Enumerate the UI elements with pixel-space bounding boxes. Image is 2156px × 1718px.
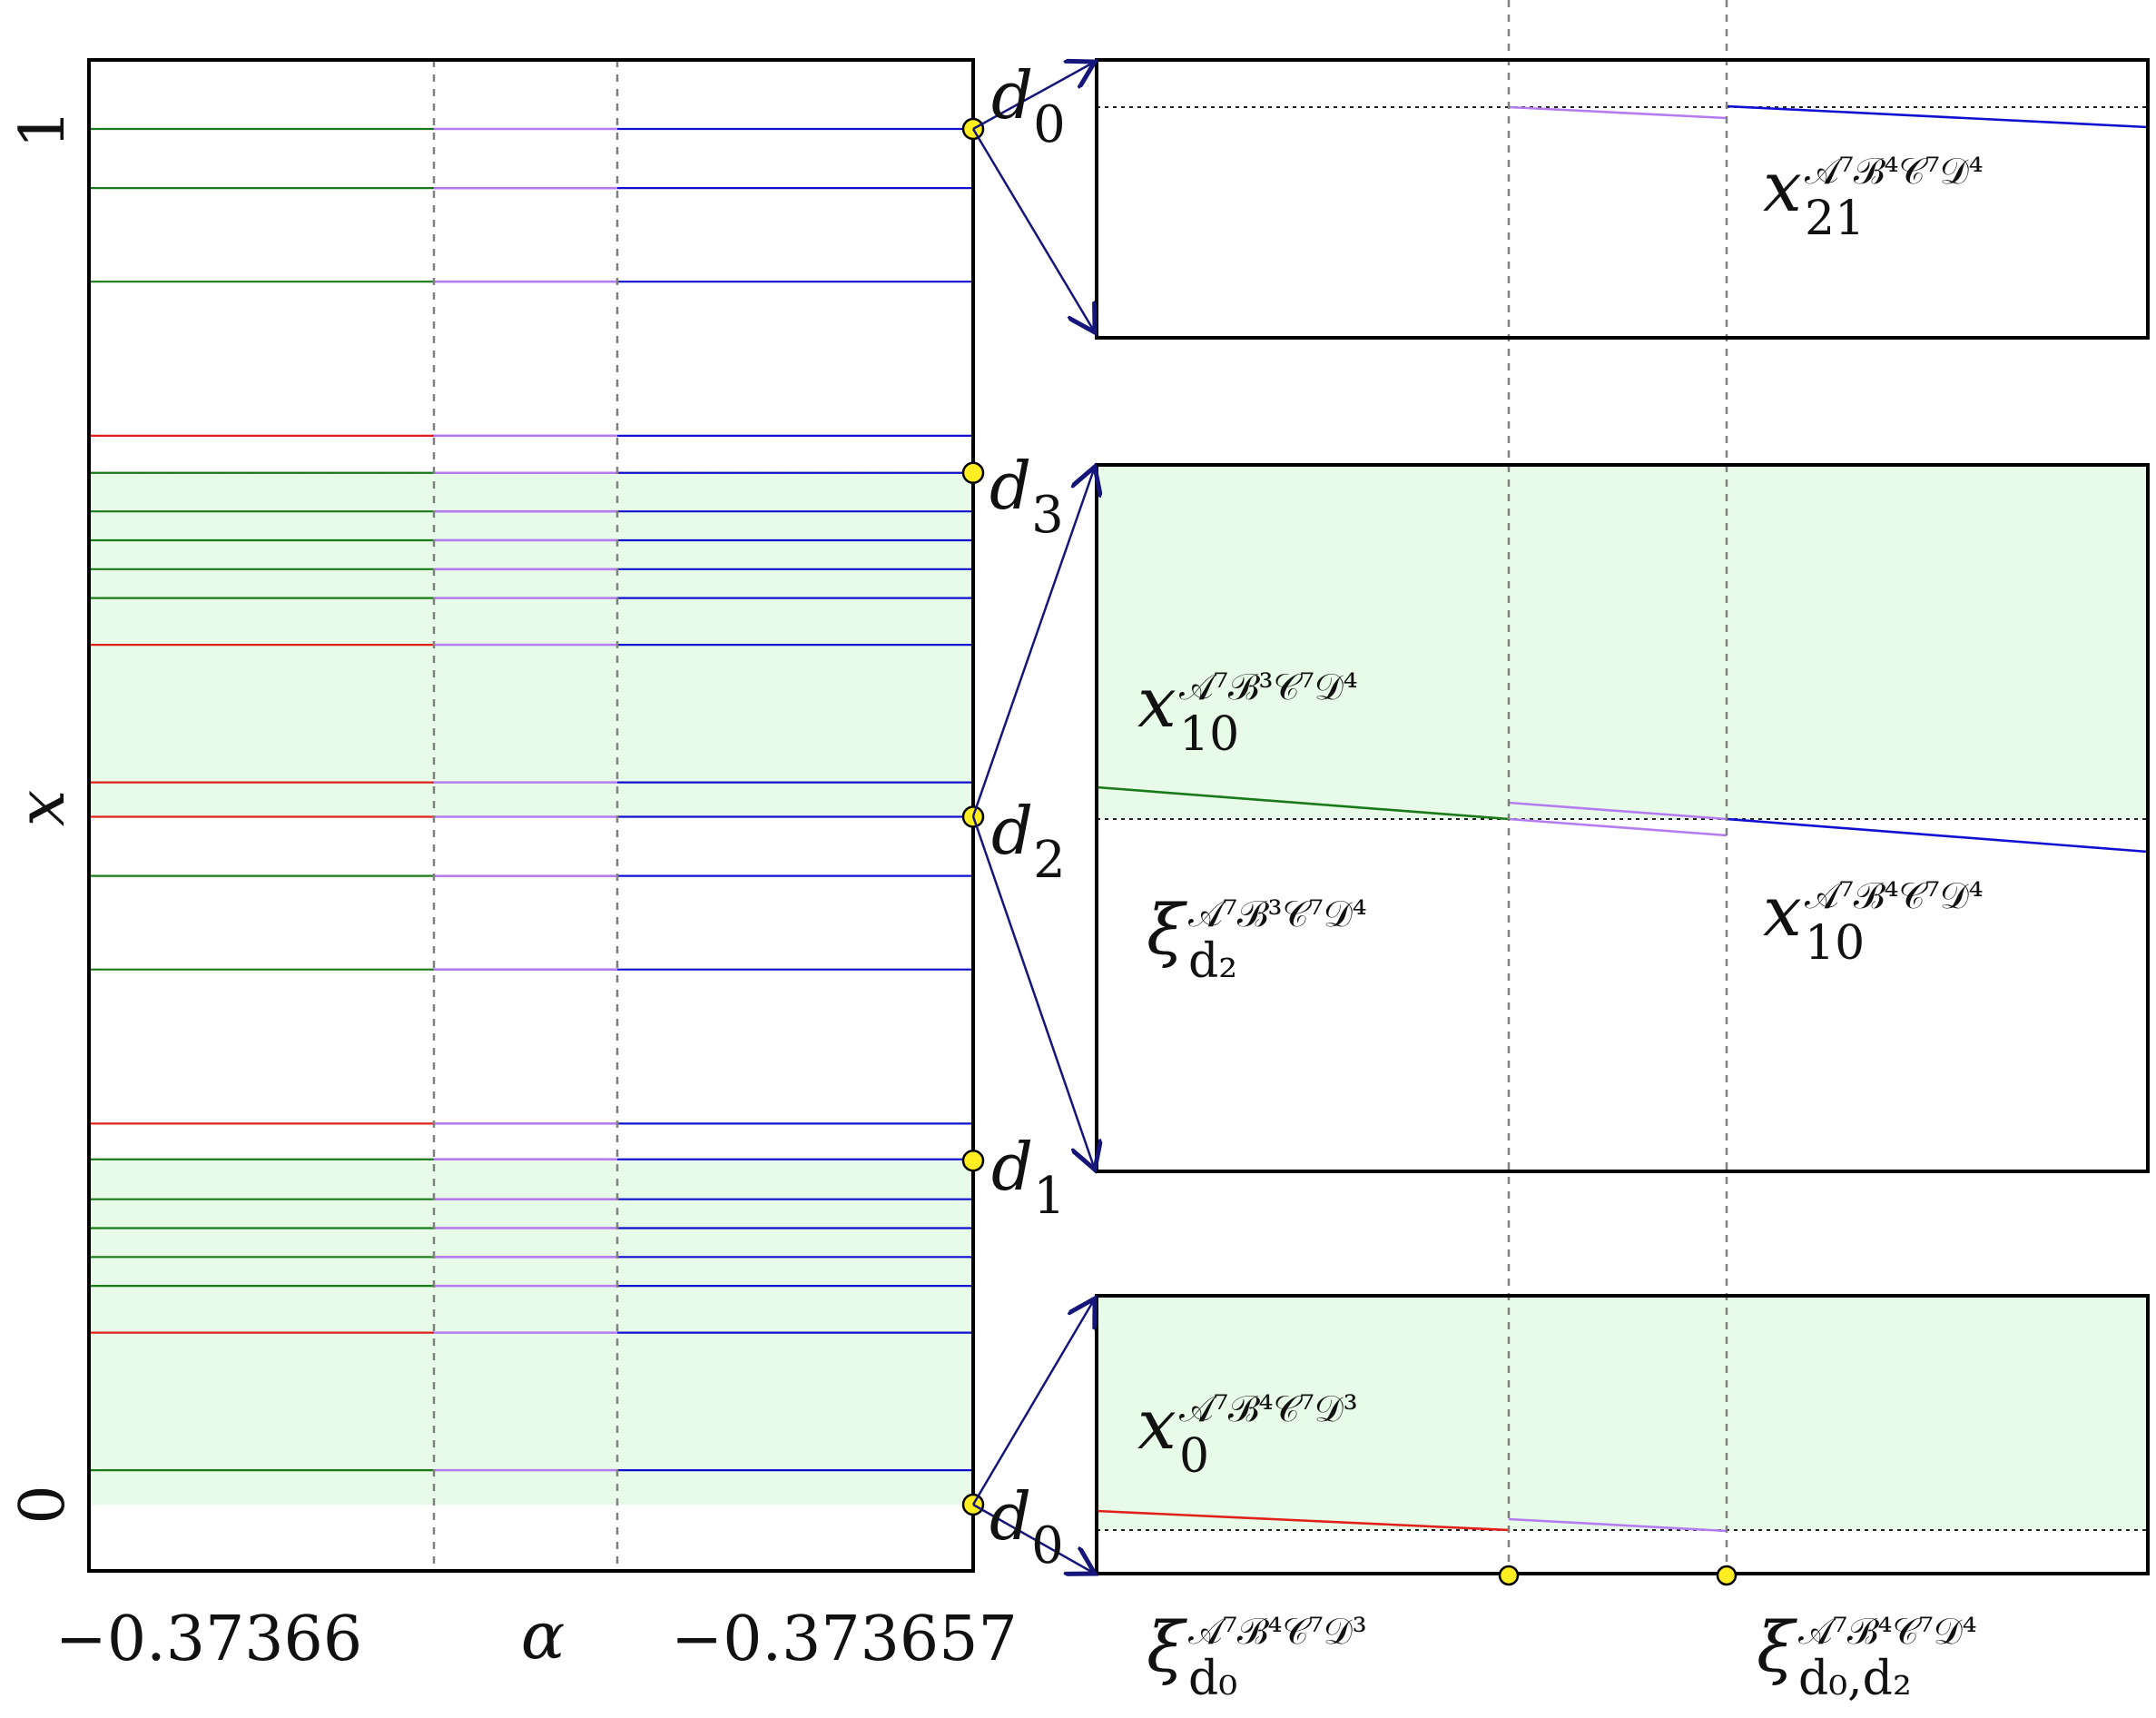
inset-mid-label-2-sub: 10 — [1805, 916, 1865, 971]
zoom-arrow-3 — [971, 815, 1095, 1170]
inset-mid-label-0-base: x — [1137, 662, 1176, 743]
marker-label-4: d0 — [991, 57, 1066, 154]
marker-label-1: d1 — [991, 1129, 1066, 1226]
inset-frame-1 — [1095, 463, 2150, 1173]
marker-label-2: d2 — [991, 793, 1066, 890]
inset-x-label-0-sup: 𝒜⁷ℬ⁴𝒞⁷𝒟³ — [1188, 1611, 1367, 1653]
x-tick-label-1: −0.373657 — [671, 1604, 1017, 1675]
inset-bottom-red — [1096, 1509, 1510, 1532]
inset-panels — [1095, 0, 2150, 1586]
marker-dot-1 — [961, 1150, 985, 1172]
zoom-arrow-0 — [972, 62, 1095, 131]
marker-dot-3 — [961, 461, 985, 484]
inset-mid-label-1-sub: d₂ — [1188, 934, 1237, 989]
y-axis-label: x — [3, 790, 79, 827]
inset-mid-label-2-base: x — [1763, 871, 1802, 952]
inset-frame-2 — [1095, 1294, 2150, 1575]
inset-mid-label-0-sup: 𝒜⁷ℬ³𝒞⁷𝒟⁴ — [1179, 666, 1358, 708]
inset-bottom-violet — [1508, 1517, 1728, 1533]
inset-mid-violet-b — [1508, 817, 1728, 837]
inset-bottom-label-sub: 0 — [1179, 1429, 1209, 1484]
zoom-arrow-2 — [971, 467, 1095, 817]
zoom-arrow-5 — [972, 1503, 1095, 1574]
inset-frame-0 — [1095, 58, 2150, 340]
inset-mid-green — [1096, 785, 1510, 821]
marker-label-0: d0 — [989, 1478, 1064, 1575]
inset-top-label-sup: 𝒜⁷ℬ⁴𝒞⁷𝒟⁴ — [1805, 151, 1984, 193]
inset-x-label-1-sub: d₀,d₂ — [1798, 1652, 1912, 1706]
inset-x-label-1-sup: 𝒜⁷ℬ⁴𝒞⁷𝒟⁴ — [1798, 1611, 1977, 1653]
x-tick-label-0: −0.37366 — [55, 1604, 362, 1675]
inset-bottom-label-sup: 𝒜⁷ℬ⁴𝒞⁷𝒟³ — [1179, 1388, 1358, 1430]
y-tick-label-0: 0 — [7, 1485, 79, 1524]
inset-mid-label-2-sup: 𝒜⁷ℬ⁴𝒞⁷𝒟⁴ — [1805, 875, 1984, 917]
inset-top-blue — [1726, 104, 2149, 129]
marker-label-3: d3 — [989, 448, 1064, 545]
inset-mid-label-1-sup: 𝒜⁷ℬ³𝒞⁷𝒟⁴ — [1188, 894, 1367, 935]
inset-x-label-1-base: ξ — [1757, 1606, 1797, 1687]
inset-mid-label-0-sub: 10 — [1179, 707, 1239, 762]
zoom-arrow-1 — [971, 128, 1095, 332]
inset-top-violet — [1508, 105, 1728, 120]
inset-x-label-0-sub: d₀ — [1188, 1652, 1237, 1706]
inset-x-label-0-base: ξ — [1147, 1606, 1187, 1687]
inset-mid-blue — [1726, 817, 2149, 854]
x-axis-label: α — [521, 1597, 566, 1674]
inset-bottom-label-base: x — [1137, 1384, 1176, 1465]
inset-top-label-base: x — [1763, 146, 1802, 227]
inset-top-label-sub: 21 — [1805, 192, 1865, 246]
inset-axis-marker-1 — [1716, 1565, 1738, 1586]
inset-mid-violet-a — [1508, 801, 1728, 821]
zoom-arrow-4 — [971, 1298, 1095, 1506]
main-panel — [87, 58, 985, 1573]
zoom-arrows — [971, 62, 1095, 1574]
inset-middle-shade — [1097, 465, 2148, 819]
inset-axis-marker-0 — [1498, 1565, 1520, 1586]
inset-bottom-shade — [1097, 1296, 2148, 1530]
y-tick-label-1: 1 — [7, 109, 79, 148]
inset-mid-label-1-base: ξ — [1147, 889, 1187, 970]
